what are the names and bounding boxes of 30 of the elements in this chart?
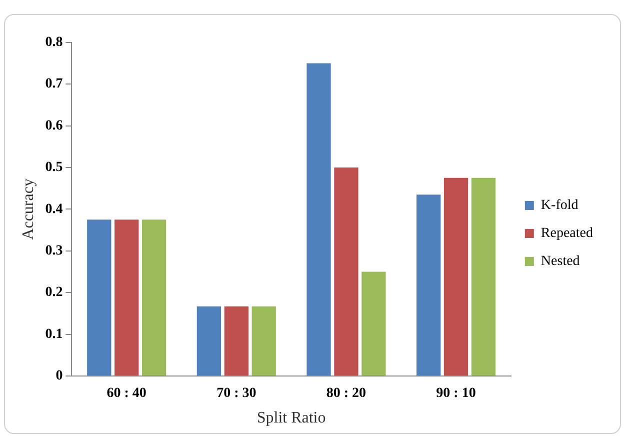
x-tick-label: 80 : 20 — [326, 386, 366, 402]
bar — [224, 306, 248, 376]
x-tick-label: 70 : 30 — [216, 386, 256, 402]
legend-label: Nested — [540, 254, 580, 270]
y-tick-label: 0.5 — [45, 160, 63, 176]
x-tick-label: 60 : 40 — [106, 386, 146, 402]
x-tick-label: 90 : 10 — [436, 386, 476, 402]
bar — [334, 168, 358, 376]
bar — [252, 306, 276, 376]
bar — [444, 178, 468, 376]
y-tick-label: 0.8 — [45, 35, 63, 50]
x-axis-title: Split Ratio — [256, 410, 326, 427]
y-tick-label: 0.6 — [45, 118, 63, 134]
y-axis-title: Accuracy — [20, 178, 37, 240]
y-tick-label: 0.7 — [45, 76, 63, 92]
legend-label: K-fold — [540, 198, 578, 214]
y-tick-label: 0.3 — [45, 244, 63, 259]
legend-label: Repeated — [540, 226, 594, 242]
y-tick-label: 0.2 — [45, 285, 63, 300]
bar — [471, 178, 496, 376]
bar — [114, 220, 139, 376]
bar — [87, 220, 112, 376]
bar — [196, 306, 222, 376]
y-tick-label: 0.4 — [45, 202, 63, 217]
bar — [306, 63, 331, 376]
bar — [362, 272, 386, 376]
bar — [142, 220, 166, 376]
bar — [416, 194, 441, 376]
y-tick-label: 0.1 — [45, 326, 63, 342]
y-tick-label: 0 — [56, 368, 63, 384]
